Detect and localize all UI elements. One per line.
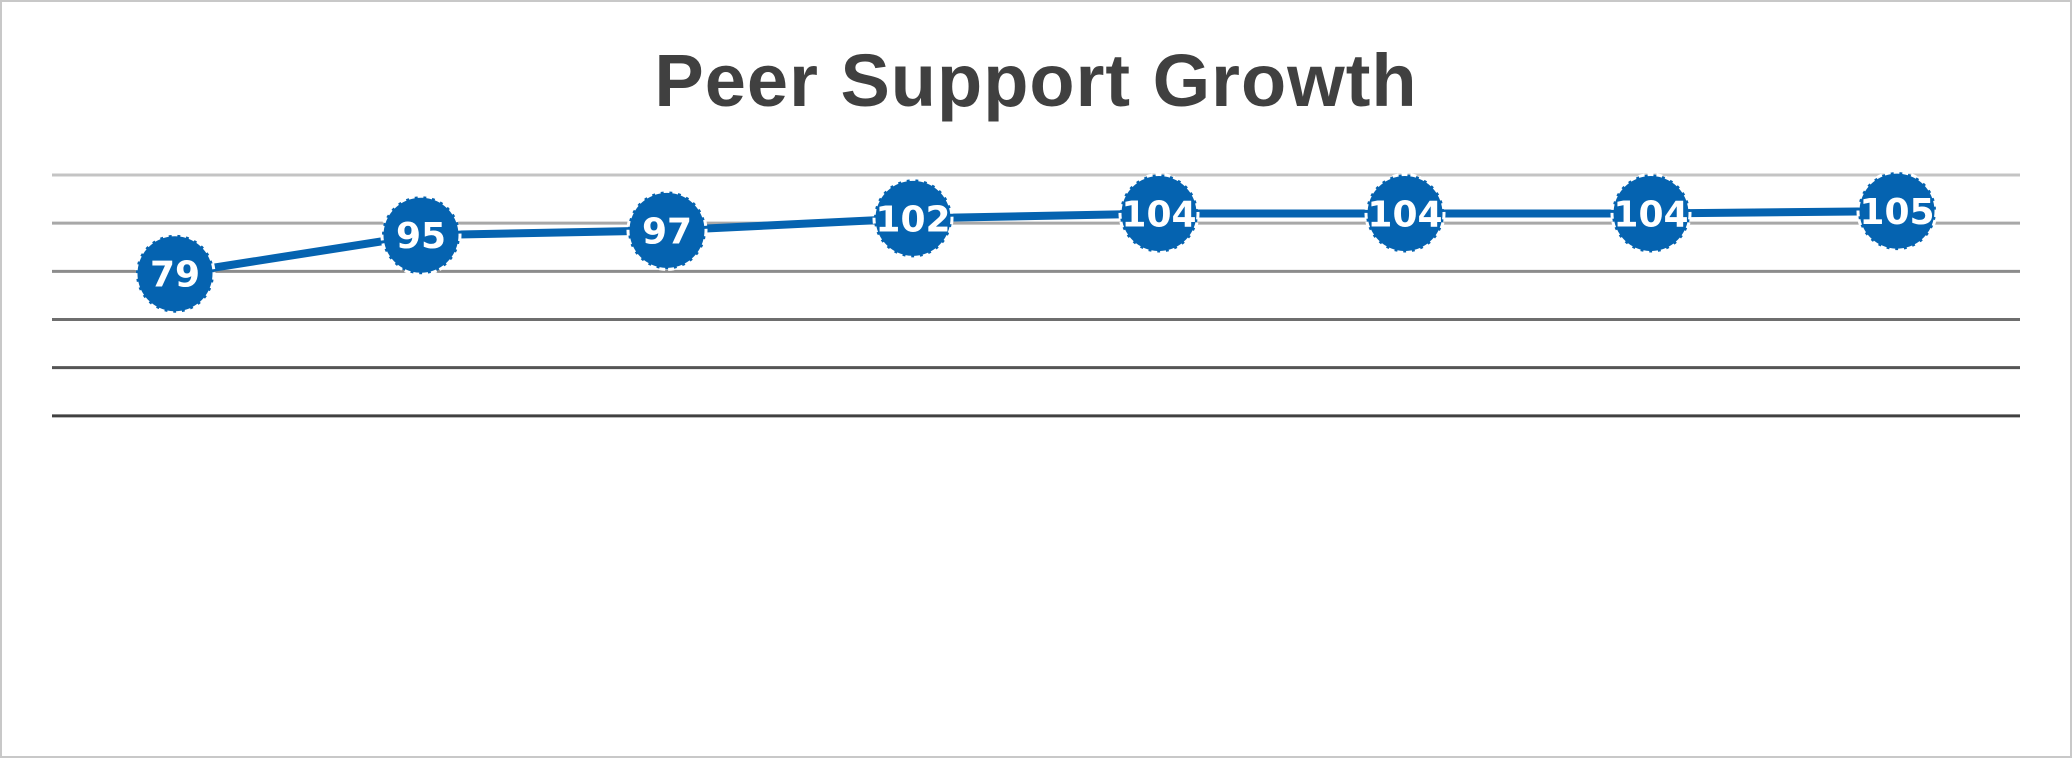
data-point-marker (1364, 173, 1446, 255)
data-label: 104 (1367, 195, 1442, 236)
data-point: 95 (380, 194, 462, 276)
gridlines (52, 173, 2020, 418)
series-line (174, 207, 1898, 278)
data-point-marker (872, 177, 954, 259)
data-label: 79 (150, 255, 200, 296)
data-point: 97 (626, 189, 708, 271)
data-point-marker (380, 194, 462, 276)
data-point-marker (1118, 173, 1200, 255)
data-point: 102 (872, 177, 954, 259)
data-label: 102 (875, 199, 950, 240)
data-point-marker (626, 189, 708, 271)
data-points: 79 95 97 102 104 104 104 105 (134, 170, 1938, 315)
data-label: 104 (1613, 195, 1688, 236)
chart-title: Peer Support Growth (654, 39, 1418, 122)
data-label: 104 (1121, 195, 1196, 236)
data-point: 79 (134, 233, 216, 315)
data-label: 95 (396, 216, 446, 257)
data-point-marker (1856, 170, 1938, 252)
data-label: 97 (642, 211, 692, 252)
data-point: 104 (1364, 173, 1446, 255)
data-point-marker (1610, 173, 1692, 255)
data-point: 105 (1856, 170, 1938, 252)
data-point: 104 (1610, 173, 1692, 255)
data-label: 105 (1859, 192, 1934, 233)
data-point: 104 (1118, 173, 1200, 255)
series-line-layer (174, 207, 1898, 278)
data-point-marker (134, 233, 216, 315)
